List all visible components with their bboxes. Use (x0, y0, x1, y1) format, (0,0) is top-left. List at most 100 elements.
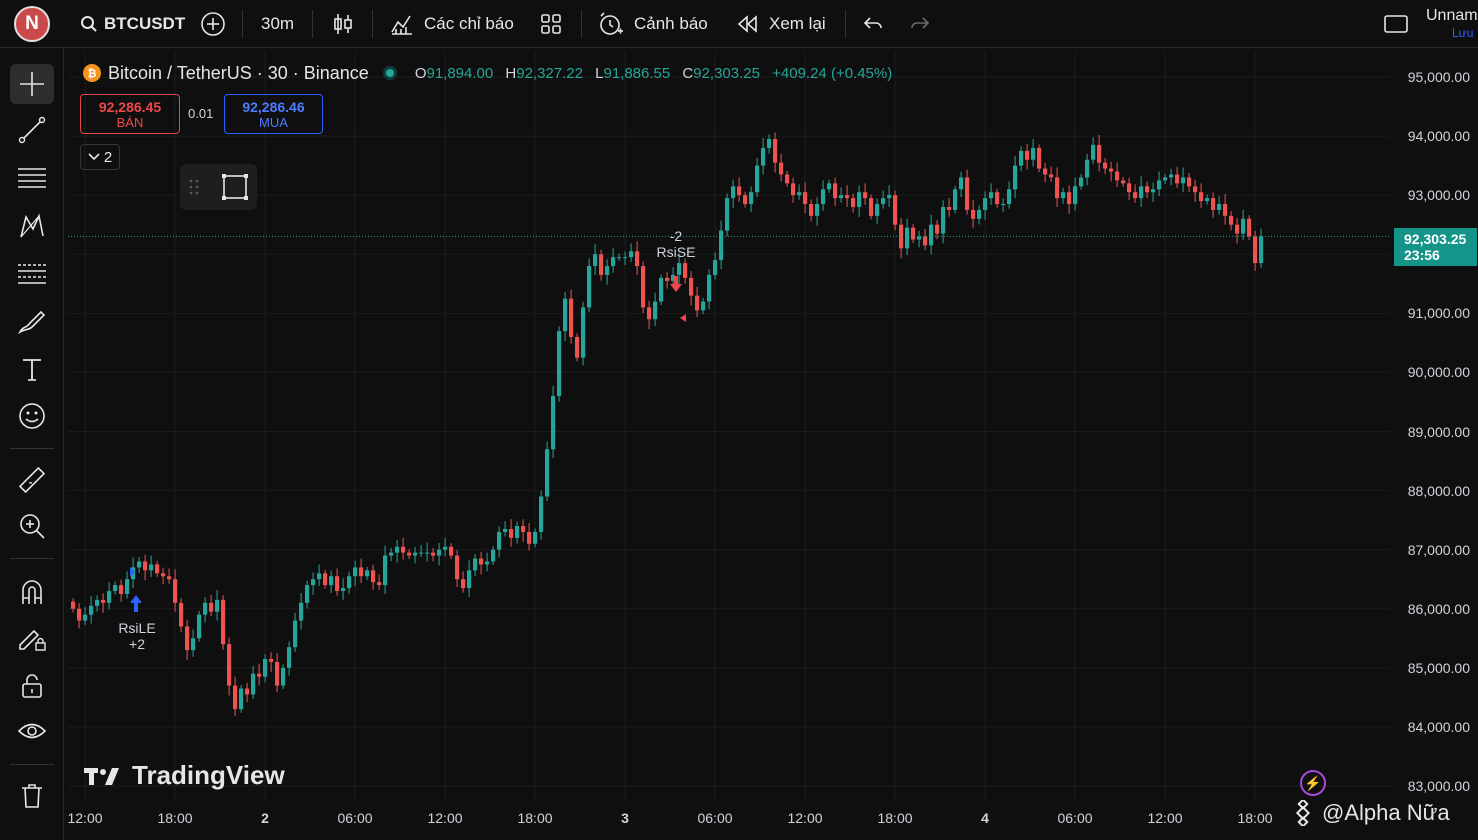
layouts-button[interactable] (540, 0, 562, 48)
candle (101, 593, 106, 613)
layout-name[interactable]: Unnam (1426, 7, 1478, 24)
candle (1091, 137, 1096, 165)
trash-icon (22, 784, 42, 808)
candle (935, 220, 940, 240)
time-tick-label: 18:00 (157, 810, 193, 826)
emoji-tool[interactable] (10, 396, 54, 436)
candle (167, 568, 172, 584)
candle (245, 682, 250, 703)
candle-body (611, 257, 616, 267)
candle-body (911, 227, 916, 240)
candle-body (1157, 180, 1162, 190)
candle-body (161, 573, 166, 577)
fib-tool[interactable] (10, 254, 54, 294)
candle (1259, 228, 1264, 268)
ruler-tool[interactable] (10, 460, 54, 500)
rewind-icon (737, 15, 757, 33)
pattern-tool[interactable] (10, 206, 54, 246)
candle (515, 521, 520, 544)
candle (227, 637, 232, 696)
eye-icon (17, 723, 47, 739)
candle-body (791, 183, 796, 196)
candle-body (557, 331, 562, 397)
chart-type-button[interactable] (332, 0, 354, 48)
symbol-search-button[interactable]: BTCUSDT (80, 0, 185, 48)
candle-body (743, 195, 748, 205)
candle (491, 546, 496, 566)
brush-icon (18, 310, 46, 335)
candle (257, 663, 262, 686)
sell-button[interactable]: 92,286.45 BÁN (80, 94, 180, 134)
candle-body (857, 192, 862, 207)
candle (845, 185, 850, 207)
alert-button[interactable]: Cảnh báo (598, 0, 708, 48)
undo-button[interactable] (863, 0, 883, 48)
save-layout-link[interactable]: Lưu (1452, 26, 1474, 40)
candle (437, 542, 442, 566)
indicators-collapse-button[interactable]: 2 (80, 144, 120, 170)
unlock-tool[interactable] (10, 666, 54, 706)
candle-body (617, 257, 622, 259)
chart-pane[interactable] (68, 52, 1390, 800)
candle (95, 595, 100, 612)
candle-body (569, 298, 574, 337)
replay-button[interactable]: Xem lại (737, 0, 826, 48)
rectangle-select-icon[interactable] (220, 172, 250, 202)
magnet-tool[interactable] (10, 572, 54, 612)
candle-body (1163, 177, 1168, 181)
buy-button[interactable]: 92,286.46 MUA (224, 94, 323, 134)
lightning-icon[interactable]: ⚡ (1300, 770, 1326, 796)
time-axis[interactable]: 12:00 18:00 2 06:00 12:00 18:00 3 06:00 12:00 18:… (67, 800, 1390, 840)
horizontal-lines-tool[interactable] (10, 158, 54, 198)
price-axis[interactable]: 95,000.0094,000.0093,000.0092,000.0091,0… (1390, 52, 1478, 800)
drag-handle-icon[interactable] (188, 177, 200, 197)
candle-body (977, 209, 982, 219)
interval-button[interactable]: 30m (261, 14, 295, 33)
candle (353, 560, 358, 587)
candle (653, 292, 658, 326)
lock-drawings-tool[interactable] (10, 618, 54, 658)
redo-button[interactable] (910, 0, 930, 48)
candle (695, 286, 700, 318)
zoom-tool[interactable] (10, 506, 54, 546)
compare-symbol-button[interactable] (200, 0, 226, 48)
candle-body (701, 301, 706, 311)
user-avatar[interactable]: N (14, 6, 50, 42)
candle-body (1001, 204, 1006, 206)
candle-body (221, 599, 226, 645)
candle-body (827, 183, 832, 190)
candle-body (89, 605, 94, 615)
price-tick-label: 87,000.00 (1407, 541, 1470, 558)
tradingview-logo[interactable]: TradingView (84, 760, 285, 791)
candle-body (323, 573, 328, 586)
text-tool[interactable] (10, 350, 54, 390)
symbol-legend[interactable]: ₿ Bitcoin / TetherUS · 30 · Binance O91,… (82, 62, 892, 84)
candle-body (809, 204, 814, 216)
time-tick-label: 06:00 (337, 810, 373, 826)
candle-body (389, 552, 394, 556)
svg-text:₿: ₿ (88, 68, 97, 80)
separator (312, 10, 313, 38)
price-chart[interactable] (68, 52, 1390, 800)
indicators-button[interactable]: Các chỉ báo (390, 0, 514, 48)
low-key: L (595, 64, 604, 82)
candle (545, 441, 550, 502)
crosshair-tool[interactable] (10, 64, 54, 104)
candle (875, 198, 880, 224)
trend-line-tool[interactable] (10, 110, 54, 150)
candle-body (1217, 204, 1222, 210)
candle-body (407, 552, 412, 556)
candle (479, 551, 484, 575)
candle-body (773, 139, 778, 163)
candle-body (563, 298, 568, 332)
candle (173, 569, 178, 612)
indicator-count: 2 (103, 148, 113, 166)
delete-drawings-tool[interactable] (10, 776, 54, 816)
candle (461, 571, 466, 593)
candle (737, 177, 742, 202)
hide-drawings-tool[interactable] (10, 712, 54, 752)
brush-tool[interactable] (10, 302, 54, 342)
layout-select-button[interactable] (1383, 0, 1409, 48)
candle (635, 241, 640, 275)
candle (1241, 209, 1246, 241)
